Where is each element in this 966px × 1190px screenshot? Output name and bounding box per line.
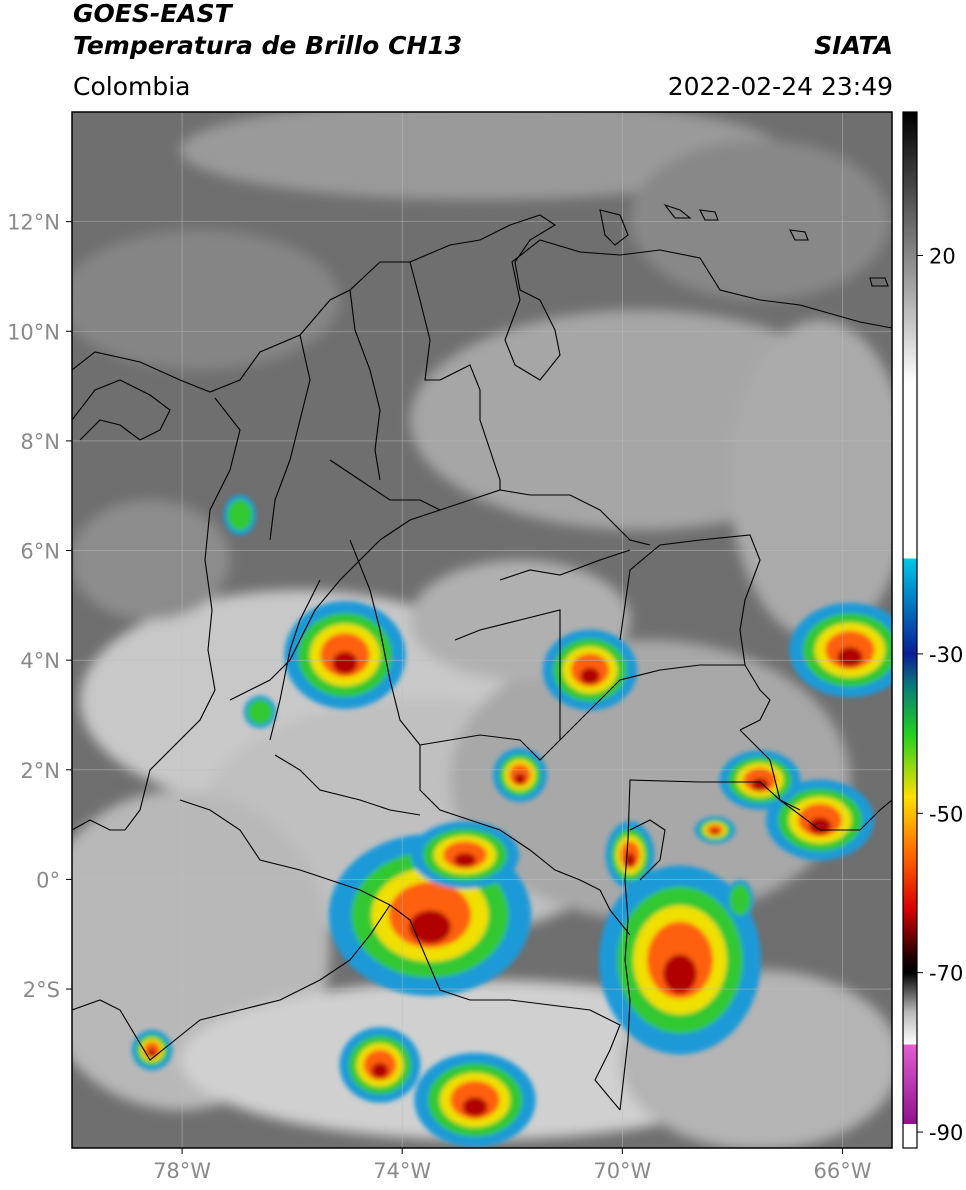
cloud-top-center <box>409 910 451 944</box>
region-label: Colombia <box>73 72 191 101</box>
cloud-top-center <box>332 651 358 675</box>
cloud-top-center <box>808 817 832 835</box>
axis-ticks: 12°N 10°N 8°N 6°N 4°N 2°N 0° 2°S 78°W 74°W 70°W 66°… <box>7 211 872 1183</box>
cloud-top-mid <box>227 499 253 531</box>
cloud-top-center <box>710 829 720 835</box>
cloud-top-center <box>371 1062 389 1079</box>
satellite-image <box>72 112 892 1148</box>
lat-tick-label: 0° <box>36 868 60 892</box>
cloud-top-mid <box>247 699 273 725</box>
cloud-top-center <box>453 853 477 867</box>
lat-tick-label: 10°N <box>7 320 60 344</box>
coastlines-and-borders <box>72 203 892 1111</box>
datetime-label: 2022-02-24 23:49 <box>667 72 893 101</box>
lat-tick-label: 12°N <box>7 211 60 235</box>
convective-cells <box>131 494 892 1148</box>
lon-tick-label: 78°W <box>153 1159 211 1183</box>
lat-tick-label: 2°S <box>23 978 60 1002</box>
cloud-top-center <box>837 647 863 667</box>
lat-tick-label: 6°N <box>20 540 60 564</box>
lon-tick-label: 74°W <box>373 1159 431 1183</box>
graticule <box>72 112 892 1148</box>
colorbar-frame <box>902 111 918 1149</box>
cloud-top-mid <box>729 884 751 916</box>
colorbar-tick-label: -90 <box>929 1121 963 1145</box>
cloud-top-center <box>624 853 636 867</box>
cloud-top-center <box>514 773 526 785</box>
cloud-top-center <box>462 1097 488 1117</box>
colorbar-gradient <box>903 112 917 1148</box>
colorbar-tick-label: -70 <box>929 962 963 986</box>
cloud-top-center <box>147 1048 157 1058</box>
lat-tick-label: 4°N <box>20 649 60 673</box>
map-frame <box>71 111 893 1149</box>
title-product: Temperatura de Brillo CH13 <box>73 31 463 60</box>
cloud-top-center <box>751 778 769 791</box>
lat-tick-label: 8°N <box>20 430 60 454</box>
colorbar-tick-label: 20 <box>929 244 956 268</box>
colorbar-tick-label: -50 <box>929 802 963 826</box>
lon-tick-label: 70°W <box>593 1159 651 1183</box>
lon-tick-label: 66°W <box>813 1159 871 1183</box>
colorbar-tick-label: -30 <box>929 643 963 667</box>
source-label: SIATA <box>814 31 893 60</box>
cloud-top-center <box>663 954 697 994</box>
lat-tick-label: 2°N <box>20 759 60 783</box>
cloud-top-center <box>580 667 600 685</box>
colorbar: 20 -30 -50 -70 -90 <box>902 111 963 1149</box>
title-satellite: GOES-EAST <box>73 0 232 28</box>
